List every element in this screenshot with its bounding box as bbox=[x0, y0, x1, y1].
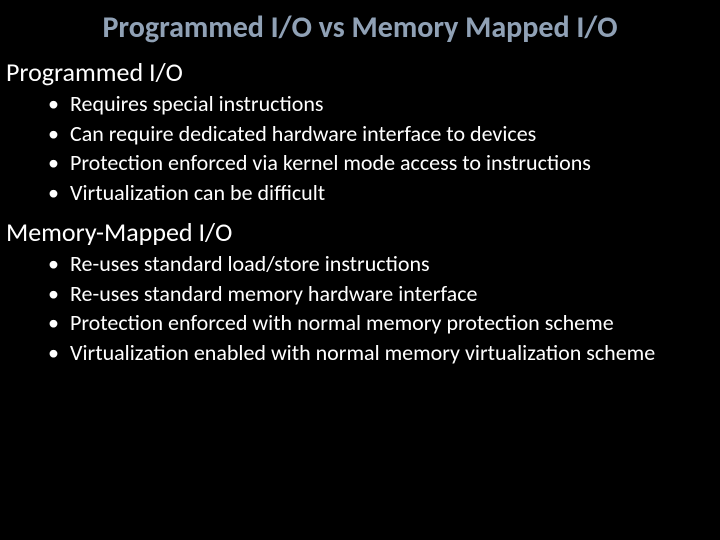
bullet-list-programmed-io: Requires special instructions Can requir… bbox=[0, 90, 720, 206]
section-heading-programmed-io: Programmed I/O bbox=[6, 56, 720, 88]
list-item: Can require dedicated hardware interface… bbox=[70, 120, 690, 148]
bullet-list-memory-mapped-io: Re-uses standard load/store instructions… bbox=[0, 250, 720, 366]
slide-title: Programmed I/O vs Memory Mapped I/O Prog… bbox=[0, 10, 720, 46]
list-item: Virtualization enabled with normal memor… bbox=[70, 339, 690, 367]
list-item: Requires special instructions bbox=[70, 90, 690, 118]
list-item: Re-uses standard load/store instructions bbox=[70, 250, 690, 278]
list-item: Protection enforced via kernel mode acce… bbox=[70, 149, 690, 177]
slide: Programmed I/O vs Memory Mapped I/O Prog… bbox=[0, 0, 720, 540]
slide-title-overlay: Programmed I/O vs Memory Mapped I/O bbox=[0, 10, 720, 46]
section-heading-memory-mapped-io: Memory-Mapped I/O bbox=[6, 216, 720, 248]
list-item: Protection enforced with normal memory p… bbox=[70, 309, 690, 337]
list-item: Re-uses standard memory hardware interfa… bbox=[70, 280, 690, 308]
list-item: Virtualization can be difficult bbox=[70, 179, 690, 207]
